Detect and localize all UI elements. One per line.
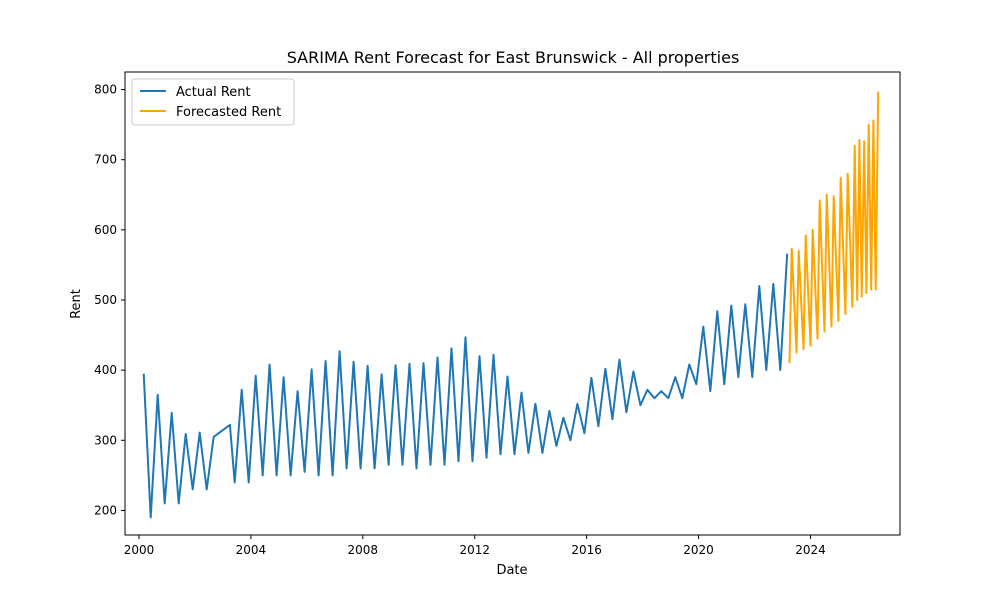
- x-tick-label: 2008: [348, 543, 379, 557]
- x-axis: 2000 2004 2008 2012 2016 2020 2024: [124, 535, 826, 557]
- legend-box: [131, 78, 295, 126]
- chart-title: SARIMA Rent Forecast for East Brunswick …: [287, 48, 740, 67]
- x-tick-label: 2024: [795, 543, 826, 557]
- x-tick-label: 2020: [683, 543, 714, 557]
- plot-frame: [124, 71, 901, 536]
- y-tick-label: 400: [94, 363, 117, 377]
- y-tick-label: 600: [94, 223, 117, 237]
- y-tick-label: 300: [94, 433, 117, 447]
- x-tick-label: 2000: [124, 543, 155, 557]
- x-tick-label: 2016: [571, 543, 602, 557]
- legend: Actual Rent Forecasted Rent: [131, 78, 295, 126]
- y-axis: 200 300 400 500 600 700 800: [94, 83, 125, 517]
- series-line-actual-rent: [142, 253, 789, 519]
- x-axis-label: Date: [496, 563, 527, 578]
- series-line-forecasted-rent: [788, 91, 880, 364]
- legend-label-actual-rent: Actual Rent: [176, 85, 251, 100]
- y-tick-label: 200: [94, 503, 117, 517]
- y-axis-label: Rent: [69, 289, 84, 319]
- y-tick-label: 500: [94, 293, 117, 307]
- x-tick-label: 2004: [236, 543, 267, 557]
- legend-label-forecasted-rent: Forecasted Rent: [176, 105, 281, 120]
- y-tick-label: 800: [94, 83, 117, 97]
- plot-area: [142, 91, 880, 519]
- x-tick-label: 2012: [459, 543, 490, 557]
- y-tick-label: 700: [94, 153, 117, 167]
